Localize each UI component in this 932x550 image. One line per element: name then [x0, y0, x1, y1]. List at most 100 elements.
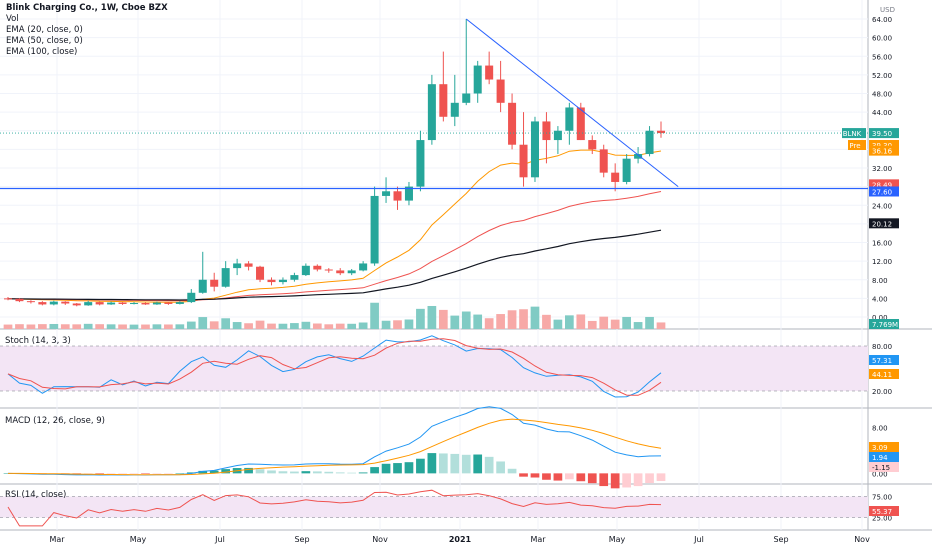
stoch-tick-label-1: 20.00	[872, 388, 892, 396]
macd-hist-24	[278, 471, 288, 474]
price-tick-label-3: 52.00	[872, 72, 892, 80]
macd-badge-0	[869, 442, 899, 452]
price-badge-tag-label-0: BLNK	[843, 130, 862, 138]
candle-body-20	[233, 263, 242, 269]
time-tick-label-7: May	[609, 535, 626, 544]
rsi-tick-label-1: 25.00	[872, 515, 892, 523]
candle-body-33	[382, 191, 391, 196]
legend-volume[interactable]: Vol	[6, 14, 19, 24]
candle-body-14	[164, 302, 173, 304]
candle-body-13	[152, 302, 161, 305]
macd-hist-49	[564, 473, 574, 480]
volume-bar-13	[152, 324, 162, 329]
candle-body-40	[462, 93, 471, 103]
legend: Blink Charging Co., 1W, Cboe BZX Vol EMA…	[6, 3, 168, 58]
volume-bar-25	[290, 323, 299, 329]
macd-label[interactable]: MACD (12, 26, close, 9)	[5, 416, 105, 426]
price-tick-label-8: 32.00	[872, 165, 892, 173]
candle-body-43	[496, 79, 505, 103]
candle-body-28	[324, 269, 333, 271]
volume-bar-48	[553, 319, 563, 329]
candle-body-1	[15, 298, 24, 302]
macd-hist-36	[416, 458, 425, 474]
macd-badge-value-1: 1.94	[872, 454, 888, 462]
macd-badge-1	[869, 452, 899, 462]
time-tick-label-6: Mar	[530, 535, 546, 544]
candle-body-2	[26, 301, 35, 303]
candle-body-6	[72, 303, 81, 306]
volume-bar-11	[129, 324, 139, 329]
stoch-band	[0, 346, 868, 391]
legend-ema100[interactable]: EMA (100, close)	[6, 47, 78, 57]
candle-body-47	[542, 121, 551, 141]
rsi-badge-value-0: 55.37	[872, 508, 892, 516]
macd-hist-15	[175, 473, 185, 474]
legend-ema20[interactable]: EMA (20, close, 0)	[6, 25, 83, 35]
stoch-tick-label-0: 80.00	[872, 343, 892, 351]
macd-hist-8	[95, 473, 105, 474]
stoch-label[interactable]: Stoch (14, 3, 3)	[5, 336, 71, 346]
candle-body-26	[301, 265, 310, 276]
candle-body-19	[221, 268, 230, 287]
price-badge-6	[869, 319, 899, 329]
macd-hist-26	[301, 471, 311, 474]
volume-bar-36	[416, 308, 425, 329]
volume-bar-45	[519, 309, 528, 329]
volume-bar-33	[381, 320, 391, 329]
chart-title[interactable]: Blink Charging Co., 1W, Cboe BZX	[6, 3, 168, 13]
macd-hist-13	[152, 473, 162, 474]
volume-bar-0	[3, 324, 13, 329]
volume-bar-14	[164, 324, 173, 329]
candle-body-31	[359, 263, 368, 271]
price-badge-tag-label-1: Pre	[849, 142, 860, 150]
volume-bar-16	[186, 321, 196, 329]
macd-hist-7	[83, 473, 93, 474]
candle-body-48	[553, 130, 562, 141]
volume-bar-54	[622, 316, 631, 329]
stoch-k-line	[7, 335, 662, 398]
volume-bar-1	[15, 324, 24, 329]
volume-bar-10	[118, 324, 127, 329]
volume-bar-8	[95, 324, 105, 329]
candle-body-12	[141, 303, 150, 305]
macd-hist-38	[438, 453, 448, 474]
volume-bar-9	[106, 324, 116, 329]
volume-bar-5	[60, 324, 70, 329]
candle-body-32	[370, 195, 379, 264]
macd-hist-10	[118, 473, 127, 474]
rsi-label[interactable]: RSI (14, close)	[5, 490, 67, 500]
price-tick-label-15: 4.00	[872, 295, 888, 303]
rsi-tick-label-0: 75.00	[872, 494, 892, 502]
candle-body-49	[565, 107, 574, 131]
macd-hist-32	[370, 467, 379, 474]
volume-bar-26	[301, 321, 311, 329]
price-tick-label-12: 16.00	[872, 240, 892, 248]
macd-hist-9	[106, 473, 116, 474]
ema20-line	[7, 149, 662, 303]
time-tick-label-1: May	[130, 535, 147, 544]
candle-body-29	[336, 270, 345, 274]
price-badge-value-6: 7.769M	[872, 321, 898, 329]
currency-label: USD	[880, 6, 895, 14]
price-badge-4	[869, 186, 899, 197]
macd-hist-57	[656, 473, 666, 482]
macd-hist-34	[393, 463, 402, 474]
price-badge-value-3: 28.49	[872, 181, 892, 189]
price-tick-label-14: 8.00	[872, 277, 888, 285]
candle-body-4	[49, 301, 58, 305]
candle-body-52	[599, 149, 608, 173]
candle-body-5	[61, 301, 70, 304]
macd-hist-12	[141, 473, 150, 474]
macd-hist-45	[519, 473, 528, 477]
price-tick-label-4: 48.00	[872, 91, 892, 99]
volume-bar-7	[83, 323, 93, 329]
macd-hist-42	[484, 456, 494, 474]
legend-ema50[interactable]: EMA (50, close, 0)	[6, 36, 83, 46]
volume-bar-40	[461, 311, 471, 329]
macd-hist-47	[542, 473, 551, 480]
candle-body-8	[95, 302, 104, 305]
macd-hist-53	[610, 473, 620, 489]
candle-body-0	[3, 298, 13, 300]
candle-body-35	[404, 186, 413, 201]
ema100-line	[7, 229, 662, 301]
